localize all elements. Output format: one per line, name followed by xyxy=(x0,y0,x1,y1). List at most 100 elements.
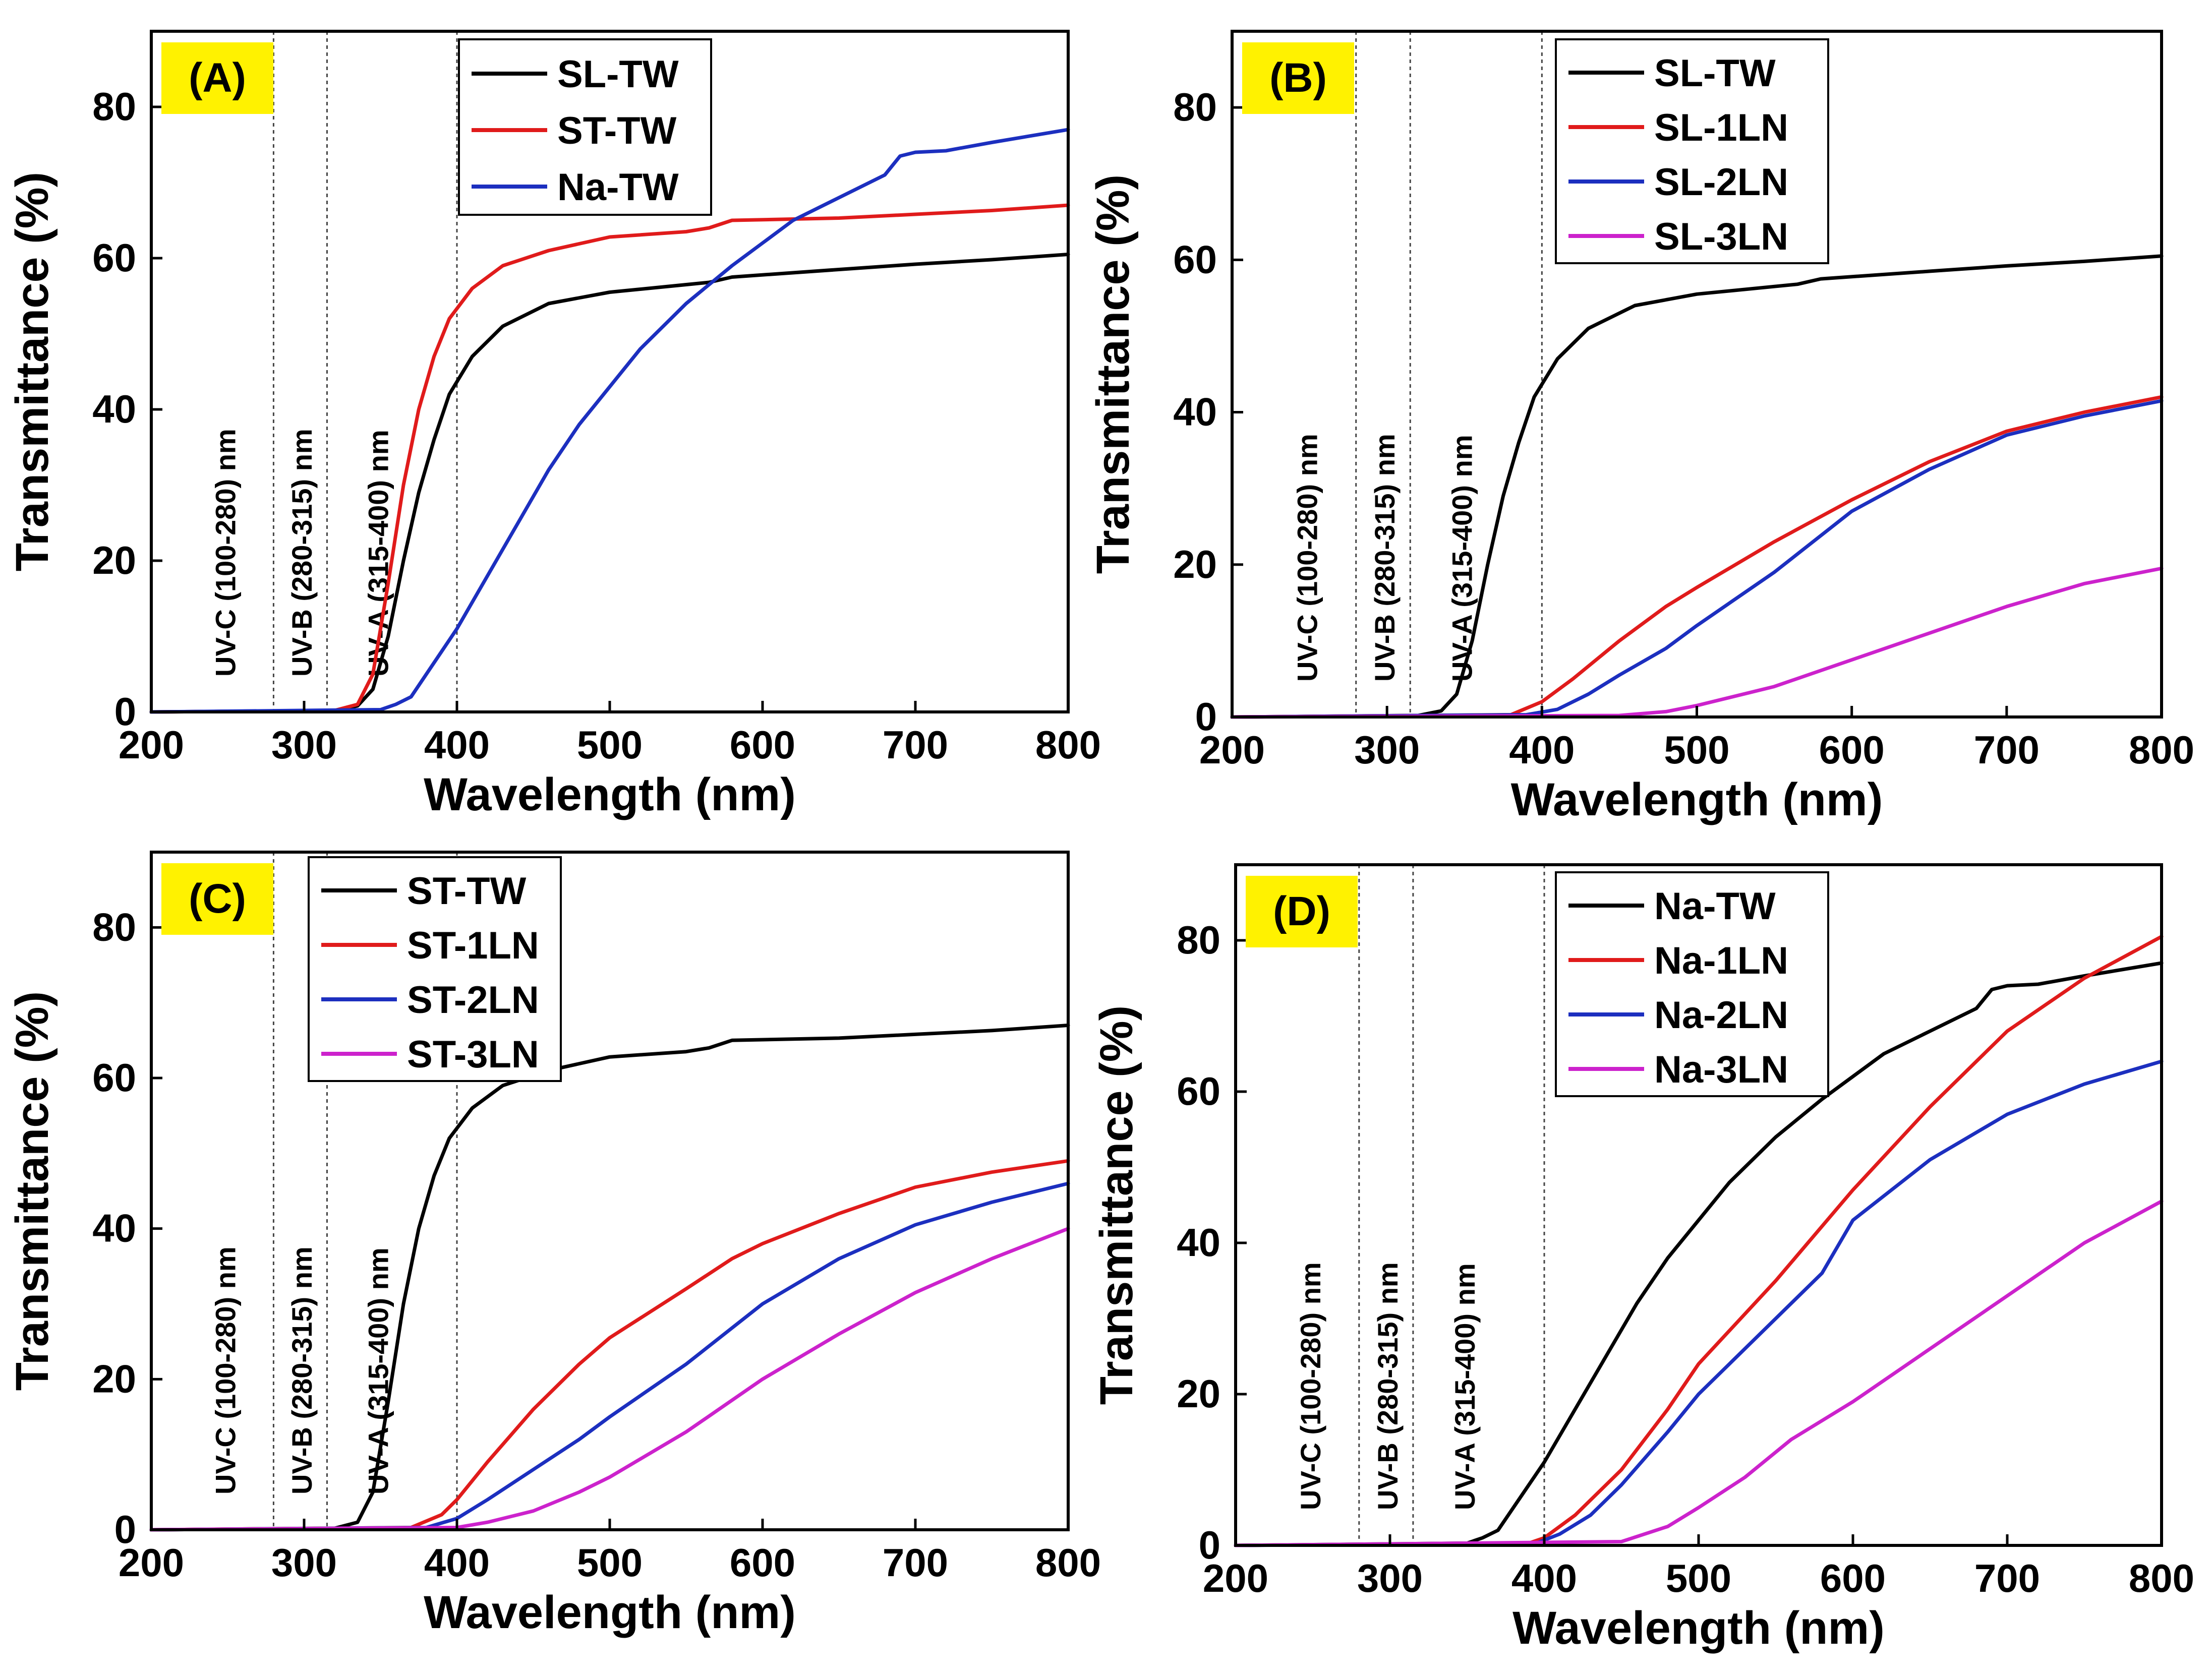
panel-label: (A) xyxy=(189,55,246,101)
x-axis-title: Wavelength (nm) xyxy=(1511,774,1883,825)
x-tick-label: 700 xyxy=(1974,1556,2040,1600)
x-tick-label: 400 xyxy=(424,1540,490,1585)
legend-box xyxy=(458,38,712,216)
x-tick-label: 400 xyxy=(1511,1556,1577,1600)
chart-panel-2: UV-C (100-280) nm UV-B (280-315) nm UV-A (… xyxy=(1087,30,2194,825)
x-tick-label: 500 xyxy=(577,1540,643,1585)
band-label-1: UV-C (100-280) nm xyxy=(1291,434,1323,682)
y-tick-label: 20 xyxy=(1173,542,1217,586)
series-line-st-tw xyxy=(149,203,1070,714)
y-tick-label: 20 xyxy=(1177,1371,1220,1416)
band-label-2: UV-B (280-315) nm xyxy=(286,429,318,677)
series-line-st-1ln xyxy=(149,1159,1070,1532)
band-label-1: UV-C (100-280) nm xyxy=(1295,1262,1326,1510)
legend-label-sl-tw: SL-TW xyxy=(557,53,679,96)
x-tick-label: 400 xyxy=(1509,728,1575,772)
y-tick-label: 60 xyxy=(1173,237,1217,281)
band-label-2: UV-B (280-315) nm xyxy=(286,1246,318,1494)
x-tick-label: 700 xyxy=(883,723,948,767)
legend-label-na-tw: Na-TW xyxy=(557,166,679,209)
y-tick-label: 0 xyxy=(114,689,136,734)
legend-box xyxy=(1555,871,1829,1097)
y-tick-label: 40 xyxy=(1177,1220,1220,1265)
y-tick-label: 40 xyxy=(92,387,136,431)
band-label-2: UV-B (280-315) nm xyxy=(1372,1262,1404,1510)
x-tick-label: 600 xyxy=(1819,728,1885,772)
panel-label: (D) xyxy=(1273,888,1330,934)
panel-label: (B) xyxy=(1269,55,1327,101)
series-line-st-2ln xyxy=(149,1181,1070,1532)
x-tick-label: 500 xyxy=(1666,1556,1731,1600)
y-tick-label: 80 xyxy=(92,84,136,129)
x-tick-label: 600 xyxy=(1820,1556,1886,1600)
x-tick-label: 200 xyxy=(1199,728,1265,772)
x-tick-label: 200 xyxy=(119,723,184,767)
x-axis-title: Wavelength (nm) xyxy=(424,769,796,820)
series-line-na-2ln xyxy=(1234,1059,2164,1547)
x-tick-label: 600 xyxy=(730,1540,795,1585)
x-tick-label: 800 xyxy=(1035,1540,1101,1585)
y-axis-title: Transmittance (%) xyxy=(7,991,58,1391)
panel-label: (C) xyxy=(189,876,246,922)
legend-box xyxy=(308,856,562,1082)
x-tick-label: 500 xyxy=(1664,728,1729,772)
y-tick-label: 60 xyxy=(1177,1069,1220,1113)
x-tick-label: 600 xyxy=(730,723,795,767)
x-tick-label: 300 xyxy=(1357,1556,1423,1600)
band-label-2: UV-B (280-315) nm xyxy=(1369,434,1401,682)
series-line-na-tw xyxy=(149,128,1070,714)
legend-label-na-1ln: Na-1LN xyxy=(1654,939,1788,982)
y-tick-label: 20 xyxy=(92,1356,136,1401)
legend-label-sl-2ln: SL-2LN xyxy=(1654,161,1788,204)
y-tick-label: 80 xyxy=(1177,918,1220,962)
y-tick-label: 20 xyxy=(92,538,136,582)
x-tick-label: 300 xyxy=(271,723,337,767)
x-tick-label: 400 xyxy=(424,723,490,767)
legend-label-na-2ln: Na-2LN xyxy=(1654,994,1788,1037)
legend-label-sl-tw: SL-TW xyxy=(1654,52,1776,95)
x-tick-label: 200 xyxy=(1203,1556,1268,1600)
legend-label-st-tw: ST-TW xyxy=(557,109,677,152)
panel-label-badge xyxy=(161,42,273,114)
y-tick-label: 80 xyxy=(1173,85,1217,129)
y-tick-label: 40 xyxy=(1173,390,1217,434)
y-tick-label: 0 xyxy=(1199,1523,1220,1567)
legend-label-st-tw: ST-TW xyxy=(407,870,527,913)
x-axis-title: Wavelength (nm) xyxy=(1512,1602,1885,1654)
legend-label-st-2ln: ST-2LN xyxy=(407,979,539,1022)
legend-box xyxy=(1555,38,1829,264)
band-label-3: UV-A (315-400) nm xyxy=(1449,1263,1481,1510)
series-line-na-3ln xyxy=(1234,1200,2164,1547)
series-line-sl-tw xyxy=(149,253,1070,714)
chart-panel-4: UV-C (100-280) nm UV-B (280-315) nm UV-A (… xyxy=(1091,863,2194,1654)
y-tick-label: 0 xyxy=(1195,694,1217,739)
legend-label-st-3ln: ST-3LN xyxy=(407,1033,539,1076)
panel-label-badge xyxy=(1242,42,1354,114)
x-tick-label: 300 xyxy=(271,1540,337,1585)
y-tick-label: 0 xyxy=(114,1507,136,1551)
series-line-sl-tw xyxy=(1230,254,2164,719)
series-line-na-tw xyxy=(1234,961,2164,1547)
y-axis-title: Transmittance (%) xyxy=(1091,1005,1142,1405)
x-tick-label: 700 xyxy=(1974,728,2040,772)
x-tick-label: 200 xyxy=(119,1540,184,1585)
y-axis-title: Transmittance (%) xyxy=(1087,174,1139,574)
x-tick-label: 300 xyxy=(1354,728,1420,772)
series-line-st-tw xyxy=(149,1024,1070,1532)
legend-label-na-3ln: Na-3LN xyxy=(1654,1048,1788,1091)
y-tick-label: 80 xyxy=(92,905,136,949)
y-tick-label: 60 xyxy=(92,235,136,280)
y-tick-label: 60 xyxy=(92,1055,136,1100)
x-tick-label: 800 xyxy=(2129,728,2194,772)
x-tick-label: 800 xyxy=(1035,723,1101,767)
x-tick-label: 700 xyxy=(883,1540,948,1585)
series-line-sl-2ln xyxy=(1230,399,2164,719)
legend-label-na-tw: Na-TW xyxy=(1654,885,1776,928)
series-line-st-3ln xyxy=(149,1227,1070,1532)
x-tick-label: 500 xyxy=(577,723,643,767)
x-tick-label: 800 xyxy=(2129,1556,2194,1600)
legend-label-sl-3ln: SL-3LN xyxy=(1654,215,1788,258)
y-axis-title: Transmittance (%) xyxy=(7,172,58,571)
legend-label-st-1ln: ST-1LN xyxy=(407,924,539,967)
